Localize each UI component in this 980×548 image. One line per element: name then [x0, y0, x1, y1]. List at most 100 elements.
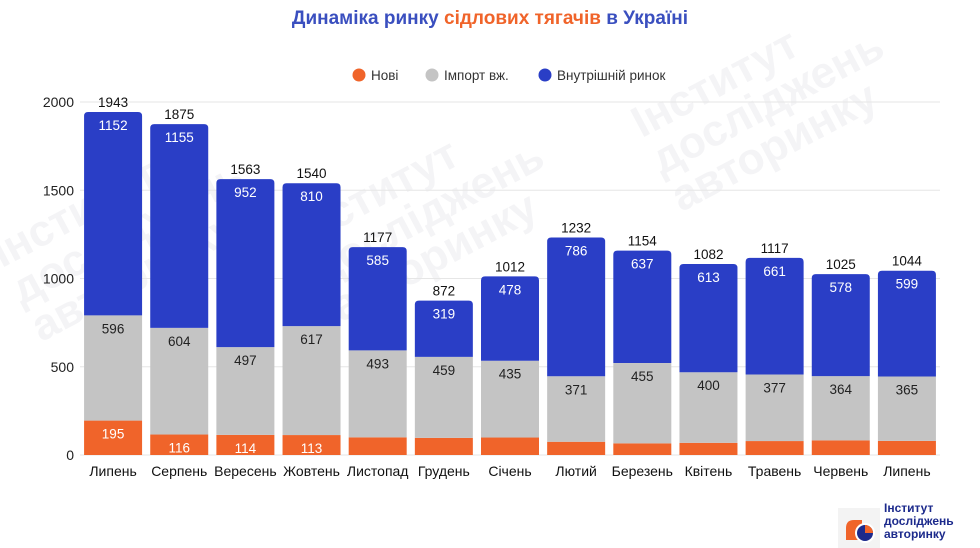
bar-value-label: 435	[499, 367, 522, 382]
bar-segment-new	[613, 443, 672, 455]
bar-value-label: 1152	[99, 118, 128, 133]
bar-value-label: 493	[366, 356, 389, 371]
bar-total-label: 1875	[164, 107, 194, 122]
y-tick-label: 1000	[43, 271, 74, 287]
bar-value-label: 786	[565, 244, 588, 259]
bar-segment-import	[613, 363, 672, 444]
bar-total-label: 1563	[230, 162, 260, 177]
legend-label-new: Нові	[371, 68, 398, 83]
bar-total-label: 1177	[363, 230, 392, 245]
bar-value-label: 661	[763, 264, 786, 279]
x-tick-label: Серпень	[151, 463, 207, 479]
bar-value-label: 400	[697, 378, 720, 393]
x-tick-label: Жовтень	[283, 463, 340, 479]
bar-value-label: 195	[102, 427, 125, 442]
bar-segment-import	[811, 376, 870, 441]
x-tick-label: Червень	[813, 463, 868, 479]
bar-segment-domestic	[679, 264, 738, 373]
legend-label-import: Імпорт вж.	[444, 68, 509, 83]
bar-value-label: 596	[102, 321, 125, 336]
bar-value-label: 578	[830, 280, 853, 295]
bar-segment-domestic	[84, 112, 143, 316]
title-highlight: сідлових тягачів	[444, 8, 601, 29]
bar-segment-domestic	[481, 276, 539, 361]
bar-segment-import	[414, 356, 473, 438]
y-tick-label: 0	[66, 447, 74, 463]
legend-marker-new	[352, 68, 366, 82]
bar-total-label: 1044	[892, 254, 923, 269]
x-tick-label: Лютий	[555, 463, 596, 479]
bar-segment-import	[745, 374, 804, 442]
y-tick-label: 500	[51, 359, 75, 375]
bar-segment-new	[84, 420, 143, 455]
bar-value-label: 604	[168, 334, 191, 349]
bar-value-label: 1155	[165, 130, 194, 145]
chart-title: Динаміка ринку сідлових тягачів в Україн…	[0, 8, 980, 30]
bar-total-label: 1117	[761, 241, 789, 256]
bar-segment-domestic	[547, 237, 606, 377]
bar-segment-new	[547, 441, 606, 455]
bar-segment-new	[811, 440, 870, 455]
bar-total-label: 872	[433, 284, 456, 299]
y-tick-label: 1500	[43, 182, 74, 198]
bar-segment-import	[84, 315, 143, 421]
bar-segment-import	[348, 350, 407, 438]
x-tick-label: Липень	[89, 463, 136, 479]
bar-segment-new	[150, 434, 209, 455]
bar-segment-new	[216, 434, 275, 455]
logo-line: авторинку	[884, 527, 946, 541]
bar-segment-import	[150, 327, 209, 435]
bar-value-label: 371	[565, 382, 588, 397]
logo-line: Інститут	[884, 501, 934, 515]
logo-line: досліджень	[884, 514, 954, 528]
bar-total-label: 1943	[98, 95, 128, 110]
bar-value-label: 365	[896, 382, 919, 397]
bar-total-label: 1232	[561, 221, 591, 236]
x-tick-label: Грудень	[418, 463, 470, 479]
bar-segment-domestic	[745, 257, 804, 375]
bar-segment-new	[745, 441, 804, 455]
bar-value-label: 319	[433, 307, 456, 322]
x-tick-label: Липень	[883, 463, 930, 479]
bar-value-label: 364	[830, 382, 853, 397]
bar-segment-new	[414, 437, 473, 455]
x-tick-label: Травень	[748, 463, 801, 479]
bar-value-label: 637	[631, 257, 654, 272]
bar-segment-new	[679, 442, 738, 455]
bar-value-label: 613	[697, 270, 720, 285]
bar-total-label: 1012	[495, 259, 525, 274]
bar-value-label: 459	[433, 363, 456, 378]
bar-segment-domestic	[150, 124, 209, 328]
bar-value-label: 617	[300, 332, 323, 347]
bar-value-label: 585	[366, 253, 389, 268]
bar-total-label: 1154	[628, 234, 658, 249]
x-tick-label: Квітень	[685, 463, 733, 479]
bar-value-label: 810	[300, 189, 323, 204]
bar-total-label: 1082	[693, 247, 723, 262]
logo-text: Інститут досліджень авторинку	[884, 502, 954, 541]
bar-segment-import	[216, 347, 275, 435]
y-tick-label: 2000	[43, 94, 74, 110]
title-part2: в Україні	[600, 8, 689, 29]
title-part1: Динаміка ринку	[291, 8, 444, 29]
bar-value-label: 455	[631, 369, 654, 384]
bar-segment-import	[877, 376, 936, 441]
bar-segment-domestic	[811, 274, 870, 377]
bar-value-label: 952	[234, 185, 257, 200]
bar-segment-domestic	[613, 250, 672, 364]
bar-segment-domestic	[877, 270, 936, 377]
bar-segment-import	[679, 372, 738, 443]
bar-segment-new	[877, 440, 936, 455]
bar-value-label: 377	[763, 381, 786, 396]
bar-value-label: 497	[234, 353, 257, 368]
bar-segment-new	[481, 437, 539, 455]
bar-segment-domestic	[216, 179, 275, 348]
legend-marker-import	[425, 68, 439, 82]
bar-value-label: 599	[896, 277, 919, 292]
x-tick-label: Листопад	[347, 463, 409, 479]
x-tick-label: Січень	[488, 463, 531, 479]
bar-value-label: 114	[235, 441, 257, 456]
bar-value-label: 478	[499, 282, 522, 297]
bar-segment-new	[348, 437, 407, 455]
